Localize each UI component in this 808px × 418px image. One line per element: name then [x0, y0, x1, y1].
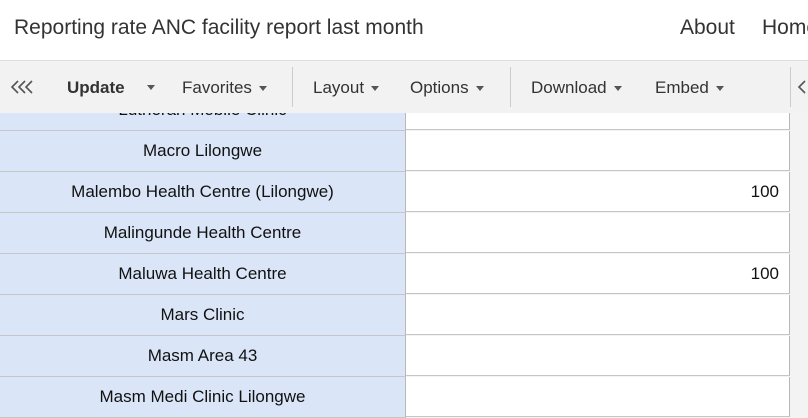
value-cell — [406, 377, 790, 417]
nav-link[interactable]: About — [680, 16, 735, 39]
update-menu[interactable] — [147, 85, 155, 90]
table-row: Malembo Health Centre (Lilongwe) 100 — [0, 172, 790, 213]
page-title: Reporting rate ANC facility report last … — [14, 16, 424, 39]
toolbar-button[interactable]: Options — [410, 78, 484, 98]
toolbar-button[interactable]: Favorites — [182, 78, 267, 98]
value-cell — [406, 213, 790, 253]
header: Reporting rate ANC facility report last … — [0, 0, 808, 58]
row-header: Masm Medi Clinic Lilongwe — [0, 377, 406, 418]
value-cell — [406, 295, 790, 335]
button-label: Download — [531, 78, 607, 97]
expand-icon[interactable] — [797, 79, 808, 95]
pivot-table: Lutheran Mobile ClinicMacro LilongweMale… — [0, 113, 808, 418]
row-header: Masm Area 43 — [0, 336, 406, 377]
table-row: Mars Clinic — [0, 295, 790, 336]
row-header: Maluwa Health Centre — [0, 254, 406, 295]
separator — [510, 67, 511, 107]
button-label: Favorites — [182, 78, 252, 97]
table-row: Malingunde Health Centre — [0, 213, 790, 254]
table-row: Lutheran Mobile Clinic — [0, 113, 790, 131]
table-row: Masm Medi Clinic Lilongwe — [0, 377, 790, 418]
separator — [790, 67, 791, 107]
separator — [292, 67, 293, 107]
dropdown-caret — [613, 86, 622, 92]
button-label: Options — [410, 78, 469, 97]
toolbar-button[interactable]: Update — [67, 78, 125, 98]
toolbar-button[interactable]: Layout — [313, 78, 380, 98]
button-label: Embed — [655, 78, 709, 97]
collapse-icon[interactable] — [10, 79, 38, 95]
value-cell: 100 — [406, 172, 790, 212]
button-label: Update — [67, 78, 125, 97]
table-row: Macro Lilongwe — [0, 131, 790, 172]
value-cell — [406, 113, 790, 130]
value-cell — [406, 336, 790, 376]
row-header: Mars Clinic — [0, 295, 406, 336]
row-header: Malembo Health Centre (Lilongwe) — [0, 172, 406, 213]
dropdown-caret — [475, 86, 484, 92]
dropdown-caret — [371, 86, 380, 92]
dropdown-caret — [715, 86, 724, 92]
table-row: Maluwa Health Centre 100 — [0, 254, 790, 295]
value-cell — [406, 131, 790, 171]
row-header: Malingunde Health Centre — [0, 213, 406, 254]
row-header: Lutheran Mobile Clinic — [0, 113, 406, 131]
row-header: Macro Lilongwe — [0, 131, 406, 172]
button-label: Layout — [313, 78, 365, 97]
toolbar-button[interactable]: Embed — [655, 78, 724, 98]
table-row: Masm Area 43 — [0, 336, 790, 377]
value-cell: 100 — [406, 254, 790, 294]
dropdown-caret — [258, 86, 267, 92]
toolbar-button[interactable]: Download — [531, 78, 622, 98]
toolbar: Update Favorites Layout Options Download Embe… — [0, 60, 808, 114]
nav-link[interactable]: Home — [762, 16, 808, 39]
